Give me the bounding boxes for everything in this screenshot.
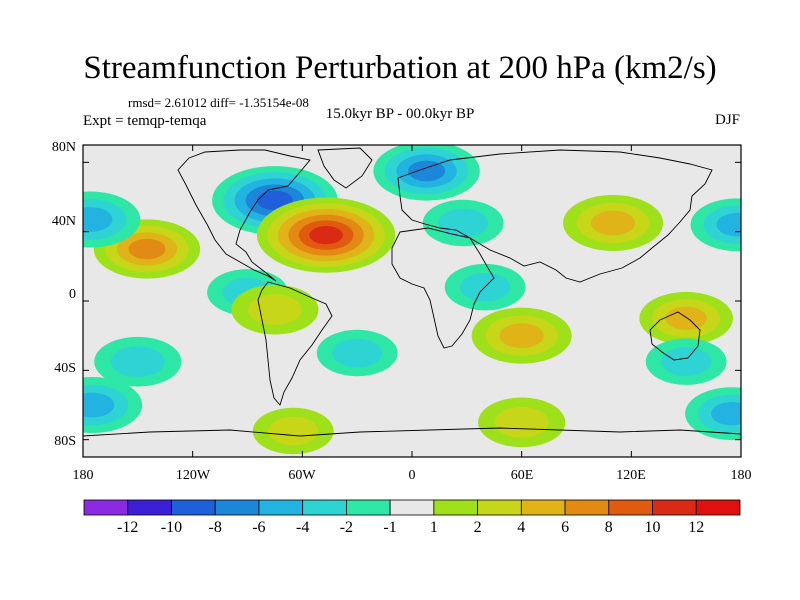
lat-label-80s: 80S <box>54 434 76 449</box>
season-label: DJF <box>714 112 740 128</box>
colorbar-label: -2 <box>339 519 354 536</box>
colorbar-swatch <box>477 499 522 516</box>
contour-feature <box>478 397 566 448</box>
contour-feature <box>83 377 143 433</box>
colorbar-swatch <box>214 499 260 516</box>
colorbar-label: -1 <box>383 519 397 536</box>
colorbar-label: -4 <box>296 519 310 536</box>
coastline-eurasia <box>397 149 713 283</box>
contour-band <box>494 407 549 438</box>
colorbar-swatch <box>302 499 347 516</box>
contour-band <box>83 207 113 232</box>
contour-band <box>590 210 636 236</box>
colorbar-label: -10 <box>160 519 183 536</box>
lon-label-180w: 180 <box>72 468 94 483</box>
contour-feature <box>422 199 504 247</box>
colorbar-swatch <box>652 499 697 516</box>
contour-feature <box>639 291 733 345</box>
colorbar-label: 8 <box>604 519 613 536</box>
contour-feature <box>645 338 727 385</box>
stats-text: rmsd= 2.61012 diff= -1.35154e-08 <box>128 95 309 110</box>
lat-label-80n: 80N <box>51 140 76 155</box>
contour-band <box>716 213 741 237</box>
contour-feature <box>256 197 396 273</box>
lat-label-40s: 40S <box>54 361 76 376</box>
contour-band <box>661 347 712 376</box>
lon-label-0: 0 <box>408 468 416 483</box>
contour-band <box>83 392 115 418</box>
chart-title: Streamfunction Perturbation at 200 hPa (… <box>83 50 717 86</box>
contour-band <box>665 306 707 331</box>
colorbar-swatch <box>345 499 391 516</box>
colorbar-label: -12 <box>117 519 139 536</box>
lon-label-180e: 180 <box>730 468 752 483</box>
colorbar-swatch <box>520 499 566 516</box>
colorbar-swatch <box>389 499 435 516</box>
colorbar-swatch <box>258 499 304 516</box>
colorbar-swatch <box>608 499 653 516</box>
coastline-africa <box>391 227 495 349</box>
colorbar-label: 6 <box>561 519 570 536</box>
contour-band <box>309 226 343 245</box>
coastlines <box>83 147 741 437</box>
contour-feature <box>563 195 664 251</box>
coastline-australia <box>649 311 701 361</box>
colorbar-label: 2 <box>473 519 482 536</box>
coastline-antarctica <box>83 427 741 437</box>
contour-feature <box>83 191 141 248</box>
coastline-north-america <box>177 149 311 282</box>
contour-band <box>128 238 166 260</box>
contour-band <box>111 346 165 377</box>
lon-label-60e: 60E <box>510 468 534 483</box>
colorbar-label: -8 <box>208 519 222 536</box>
contour-feature <box>690 198 741 252</box>
contour-band <box>711 401 741 426</box>
contour-feature <box>94 336 182 387</box>
colorbar-swatch <box>564 499 610 516</box>
contour-layer <box>83 145 741 457</box>
experiment-text: Expt = temqp-temqa <box>83 113 207 129</box>
contour-band <box>438 208 489 238</box>
colorbar-label: 10 <box>644 519 661 536</box>
lat-label-0: 0 <box>69 287 76 302</box>
colorbar-label: 4 <box>517 519 526 536</box>
coastline-greenland <box>317 147 373 189</box>
colorbar-swatch <box>695 499 741 516</box>
lon-label-60w: 60W <box>288 468 316 483</box>
contour-band <box>408 160 446 182</box>
colorbar-swatch <box>433 499 478 516</box>
contour-band <box>332 338 383 368</box>
colorbar-label: -6 <box>252 519 266 536</box>
axis-ticks <box>82 145 742 457</box>
period-text: 15.0kyr BP - 00.0kyr BP <box>325 106 475 122</box>
lon-label-120w: 120W <box>175 468 211 483</box>
colorbar-label: 1 <box>429 519 438 536</box>
contour-band <box>268 416 319 446</box>
lon-label-120e: 120E <box>616 468 646 483</box>
coastline-south-america <box>257 281 333 406</box>
contour-feature <box>471 307 572 364</box>
colorbar-swatch <box>127 499 172 516</box>
colorbar-label: 12 <box>688 519 705 536</box>
colorbar-swatch <box>83 499 129 516</box>
contour-feature <box>316 329 398 377</box>
lat-label-40n: 40N <box>51 214 76 229</box>
colorbar-swatch <box>171 499 216 516</box>
contour-feature <box>685 387 741 441</box>
contour-feature <box>252 407 334 455</box>
contour-band <box>499 323 544 349</box>
